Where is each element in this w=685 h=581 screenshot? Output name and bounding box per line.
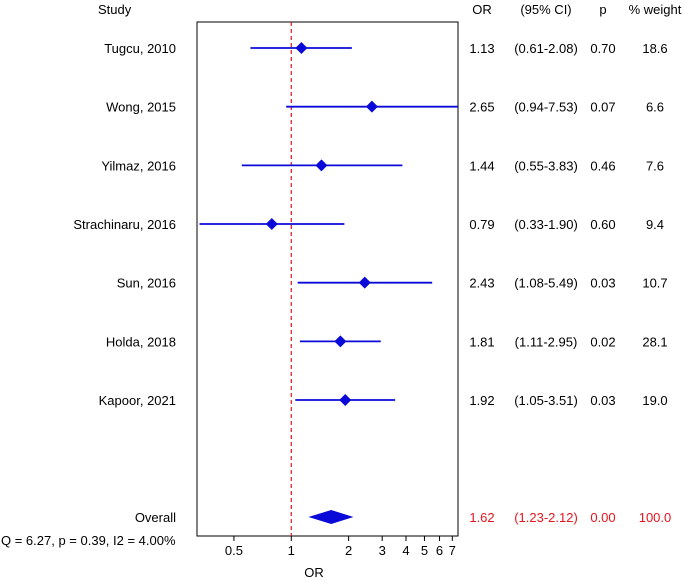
study-ci: (0.61-2.08) [514, 41, 578, 56]
study-weight: 19.0 [642, 393, 667, 408]
study-name: Sun, 2016 [117, 276, 176, 291]
study-p: 0.07 [590, 100, 615, 115]
overall-diamond [308, 510, 354, 524]
overall-p: 0.00 [590, 510, 615, 525]
study-p: 0.02 [590, 334, 615, 349]
heterogeneity-stats: Q = 6.27, p = 0.39, I2 = 4.00% [1, 533, 176, 548]
header-ci: (95% CI) [520, 2, 571, 17]
header-study: Study [98, 2, 132, 17]
study-p: 0.03 [590, 276, 615, 291]
study-name: Wong, 2015 [106, 100, 176, 115]
study-name: Tugcu, 2010 [104, 41, 176, 56]
plot-frame [196, 21, 459, 537]
study-p: 0.03 [590, 393, 615, 408]
study-marker [334, 335, 347, 348]
study-ci: (0.55-3.83) [514, 158, 578, 173]
study-name: Kapoor, 2021 [99, 393, 176, 408]
study-weight: 18.6 [642, 41, 667, 56]
study-or: 2.65 [469, 100, 494, 115]
study-p: 0.70 [590, 41, 615, 56]
study-p: 0.60 [590, 217, 615, 232]
x-tick-label: 5 [421, 543, 428, 558]
study-or: 0.79 [469, 217, 494, 232]
study-or: 2.43 [469, 276, 494, 291]
header-p: p [599, 2, 606, 17]
study-marker [358, 276, 371, 289]
study-marker [339, 394, 352, 407]
study-ci: (0.94-7.53) [514, 100, 578, 115]
study-or: 1.44 [469, 158, 494, 173]
x-tick-label: 1 [288, 543, 295, 558]
study-ci: (0.33-1.90) [514, 217, 578, 232]
study-weight: 28.1 [642, 334, 667, 349]
overall-weight: 100.0 [639, 510, 672, 525]
overall-ci: (1.23-2.12) [514, 510, 578, 525]
x-tick-label: 4 [402, 543, 409, 558]
study-or: 1.13 [469, 41, 494, 56]
x-tick-label: 2 [345, 543, 352, 558]
study-weight: 9.4 [646, 217, 664, 232]
header-weight: % weight [629, 2, 682, 17]
study-p: 0.46 [590, 158, 615, 173]
study-name: Yilmaz, 2016 [101, 158, 176, 173]
study-marker [265, 218, 278, 231]
study-or: 1.81 [469, 334, 494, 349]
study-weight: 10.7 [642, 276, 667, 291]
x-tick-label: 3 [379, 543, 386, 558]
study-name: Strachinaru, 2016 [73, 217, 176, 232]
study-ci: (1.11-2.95) [515, 334, 578, 349]
x-tick-label: 0.5 [225, 543, 243, 558]
x-tick-label: 7 [449, 543, 456, 558]
overall-or: 1.62 [469, 510, 494, 525]
header-or: OR [472, 2, 492, 17]
study-weight: 7.6 [646, 158, 664, 173]
study-or: 1.92 [469, 393, 494, 408]
x-tick-label: 6 [436, 543, 443, 558]
overall-label: Overall [135, 510, 176, 525]
study-weight: 6.6 [646, 100, 664, 115]
study-name: Holda, 2018 [106, 334, 176, 349]
x-axis-label: OR [304, 565, 324, 580]
study-ci: (1.05-3.51) [514, 393, 578, 408]
study-ci: (1.08-5.49) [514, 276, 578, 291]
study-marker [295, 42, 308, 54]
study-marker [365, 100, 378, 113]
study-marker [315, 159, 328, 172]
